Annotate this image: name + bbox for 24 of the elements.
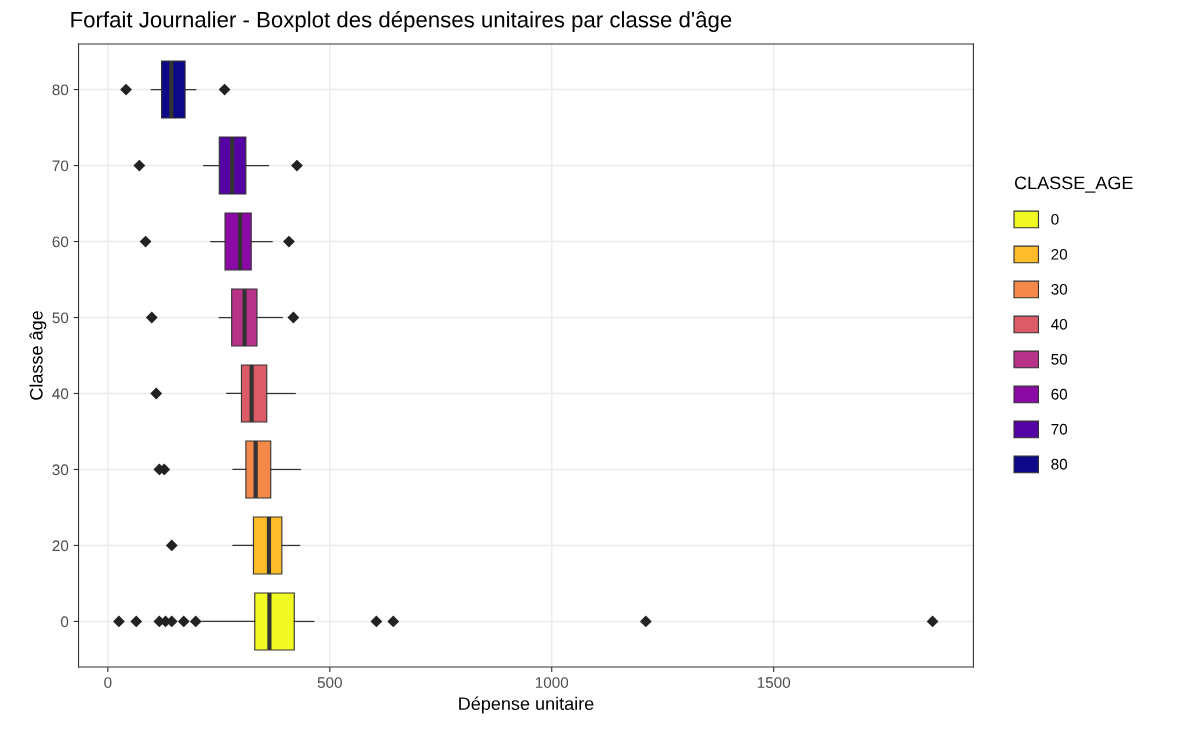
legend-label: 80 [1051, 458, 1068, 470]
y-tick-label: 60 [52, 236, 69, 248]
legend-label: 70 [1051, 423, 1068, 435]
y-tick-label: 70 [52, 160, 69, 172]
x-tick-label: 0 [104, 677, 112, 688]
y-tick-label: 50 [52, 312, 69, 324]
x-tick-label: 500 [317, 677, 342, 688]
legend-title: CLASSE_AGE [1014, 176, 1133, 193]
y-tick-label: 30 [52, 464, 69, 476]
legend-label: 40 [1051, 318, 1068, 330]
x-tick-label: 1000 [535, 677, 569, 688]
legend-label: 0 [1051, 213, 1059, 225]
y-tick-label: 20 [52, 540, 69, 552]
legend-label: 30 [1051, 283, 1068, 295]
x-tick-label: 1500 [757, 677, 791, 688]
y-tick-label: 0 [60, 616, 69, 628]
legend-label: 20 [1051, 248, 1068, 260]
legend-label: 50 [1051, 353, 1068, 365]
legend-label: 60 [1051, 388, 1068, 400]
chart-title: Forfait Journalier - Boxplot des dépenses unitaires par classe d'âge [71, 10, 732, 32]
y-tick-label: 40 [52, 388, 69, 400]
y-tick-label: 80 [52, 84, 69, 96]
y-axis-title: Classe âge [29, 311, 47, 400]
x-axis-title: Dépense unitaire [459, 696, 594, 714]
